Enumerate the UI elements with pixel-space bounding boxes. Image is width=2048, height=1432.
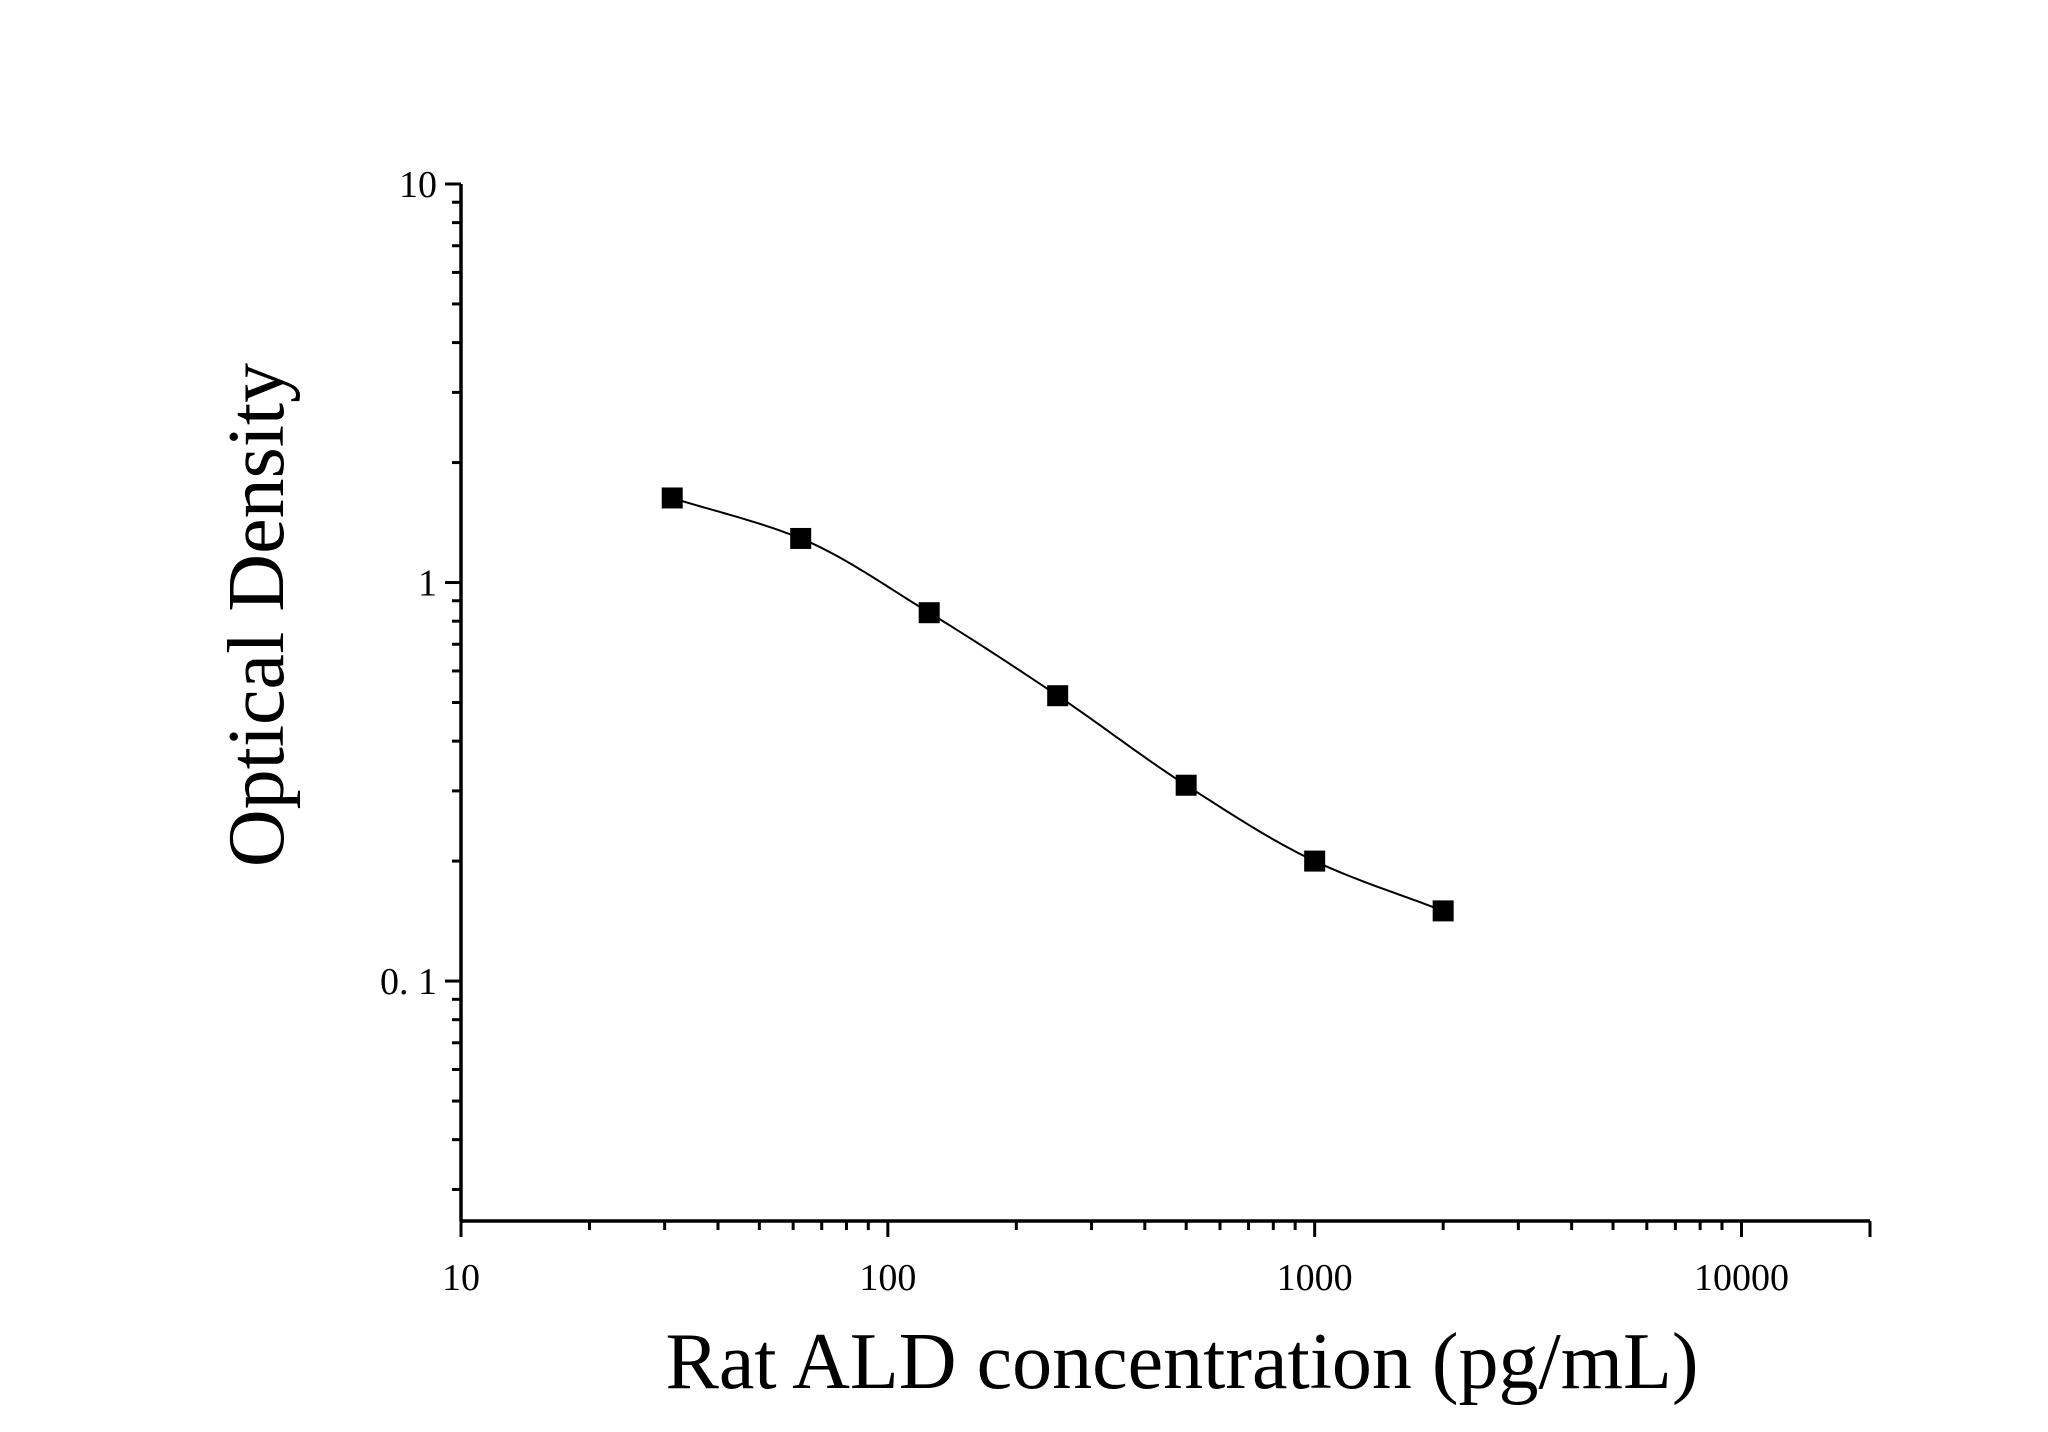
x-tick-label: 100 [859, 1257, 916, 1299]
x-tick-label: 10000 [1694, 1257, 1789, 1299]
axes: 10 100 1000 10000 0. 1 1 10 [380, 164, 1872, 1299]
data-point-marker [1047, 685, 1069, 707]
y-axis-title: Optical Density [213, 363, 301, 867]
y-tick-label: 10 [399, 164, 437, 206]
data-point-marker [790, 527, 812, 549]
y-tick-label: 0. 1 [380, 961, 437, 1003]
data-points-layer [661, 487, 1454, 922]
data-point-marker [1432, 900, 1454, 922]
data-point-marker [661, 487, 683, 509]
data-point-marker [1175, 774, 1197, 796]
x-axis-title: Rat ALD concentration (pg/mL) [665, 1318, 1698, 1406]
x-tick-label: 10 [442, 1257, 480, 1299]
data-point-marker [1304, 850, 1326, 872]
data-point-marker [918, 602, 940, 624]
x-tick-label: 1000 [1277, 1257, 1353, 1299]
y-tick-label: 1 [418, 563, 437, 605]
